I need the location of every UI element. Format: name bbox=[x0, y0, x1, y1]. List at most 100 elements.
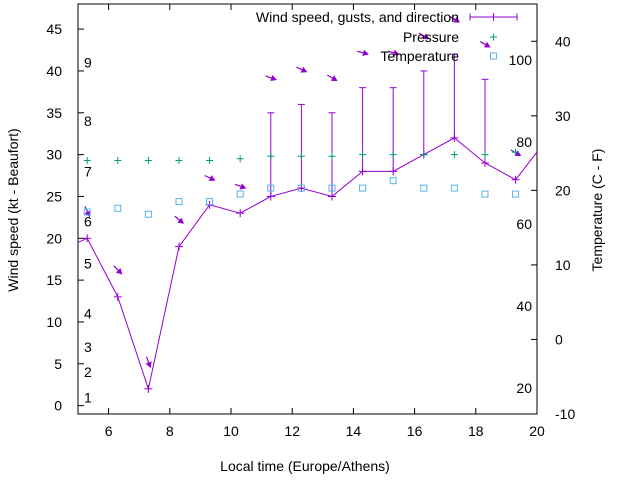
temperature-point bbox=[512, 190, 520, 198]
x-tick-label: 16 bbox=[407, 423, 423, 439]
x-tick-label: 8 bbox=[166, 423, 174, 439]
wind-point bbox=[236, 209, 245, 218]
legend: Wind speed, gusts, and direction Pressure… bbox=[256, 9, 518, 64]
temperature-point bbox=[175, 198, 183, 206]
beaufort-labels: 1 2 3 4 5 6 7 8 9 20 40 60 80 100 bbox=[84, 52, 532, 405]
pressure-point bbox=[175, 156, 183, 164]
beaufort-label: 7 bbox=[84, 163, 92, 179]
temperature-point bbox=[328, 184, 336, 192]
beaufort-label: 9 bbox=[84, 55, 92, 71]
wind-direction-arrowhead bbox=[330, 75, 338, 82]
y-tick-label-right: 30 bbox=[555, 108, 571, 124]
wind-direction-arrowhead bbox=[422, 33, 430, 40]
x-tick-label: 12 bbox=[284, 423, 300, 439]
wind-direction-arrowhead bbox=[453, 16, 461, 23]
wind-point bbox=[144, 384, 153, 393]
x-tick-label: 6 bbox=[105, 423, 113, 439]
beaufort-label: 8 bbox=[84, 113, 92, 129]
wind-point bbox=[358, 167, 367, 176]
x-axis-label: Local time (Europe/Athens) bbox=[220, 458, 390, 474]
temperature-point bbox=[114, 204, 122, 212]
wind-point bbox=[174, 242, 183, 251]
x-tick-label: 14 bbox=[346, 423, 362, 439]
wind-direction-arrowhead bbox=[177, 217, 184, 224]
fahrenheit-label: 100 bbox=[509, 52, 533, 68]
y-tick-label-left: 35 bbox=[46, 105, 62, 121]
wind-direction-arrowhead bbox=[239, 183, 247, 190]
wind-direction-arrowhead bbox=[145, 361, 152, 369]
wind-point bbox=[511, 175, 520, 184]
plot-frame-group bbox=[77, 3, 538, 415]
temperature-point bbox=[481, 190, 489, 198]
temperature-point bbox=[144, 210, 152, 218]
wind-speed-line bbox=[77, 137, 538, 391]
legend-label: Wind speed, gusts, and direction bbox=[256, 9, 459, 25]
temperature-point bbox=[236, 190, 244, 198]
temperature-point bbox=[389, 177, 397, 185]
beaufort-label: 2 bbox=[84, 364, 92, 380]
legend-wind-marker bbox=[469, 13, 518, 21]
pressure-point bbox=[144, 156, 152, 164]
pressure-point bbox=[512, 148, 520, 156]
y-tick-label-left: 0 bbox=[54, 398, 62, 414]
temperature-point bbox=[83, 208, 91, 216]
wind-direction-arrowhead bbox=[362, 49, 369, 56]
wind-point bbox=[480, 158, 489, 167]
pressure-point bbox=[267, 152, 275, 160]
wind-direction-arrowhead bbox=[483, 41, 491, 48]
beaufort-label: 3 bbox=[84, 339, 92, 355]
wind-point bbox=[83, 234, 92, 243]
temperature-point bbox=[297, 184, 305, 192]
y-tick-label-right: 0 bbox=[555, 331, 563, 347]
pressure-point bbox=[328, 152, 336, 160]
fahrenheit-label: 20 bbox=[516, 380, 532, 396]
legend-label: Temperature bbox=[380, 48, 459, 64]
pressure-point bbox=[206, 156, 214, 164]
pressure-point bbox=[359, 151, 367, 159]
wind-point bbox=[113, 292, 122, 301]
y-tick-label-right: 40 bbox=[555, 33, 571, 49]
x-tick-label: 20 bbox=[529, 423, 545, 439]
y-tick-label-right: 10 bbox=[555, 257, 571, 273]
beaufort-label: 6 bbox=[84, 214, 92, 230]
fahrenheit-label: 40 bbox=[516, 298, 532, 314]
wind-point bbox=[327, 192, 336, 201]
fahrenheit-label: 60 bbox=[516, 216, 532, 232]
legend-pressure-marker bbox=[490, 33, 497, 41]
temperature-point bbox=[420, 184, 428, 192]
wind-point bbox=[450, 133, 459, 142]
plot-frame bbox=[77, 3, 538, 415]
y-axis-label-right: Temperature (C - F) bbox=[589, 149, 605, 272]
x-tick-label: 18 bbox=[468, 423, 484, 439]
pressure-point bbox=[297, 152, 305, 160]
x-tick-label: 10 bbox=[223, 423, 239, 439]
pressure-point bbox=[389, 151, 397, 159]
wind-direction-arrowhead bbox=[300, 66, 308, 73]
y-tick-label-left: 40 bbox=[46, 63, 62, 79]
y-tick-label-left: 20 bbox=[46, 230, 62, 246]
beaufort-label: 1 bbox=[84, 389, 92, 405]
y-tick-label-left: 30 bbox=[46, 147, 62, 163]
beaufort-label: 4 bbox=[84, 306, 92, 322]
legend-label: Pressure bbox=[403, 29, 459, 45]
y-axis-label-left: Wind speed (kt - Beaufort) bbox=[5, 128, 21, 291]
pressure-point bbox=[481, 151, 489, 159]
temperature-point bbox=[450, 184, 458, 192]
beaufort-label: 5 bbox=[84, 255, 92, 271]
fahrenheit-label: 80 bbox=[516, 134, 532, 150]
temperature-point bbox=[206, 198, 214, 206]
wind-point bbox=[266, 192, 275, 201]
temperature-point bbox=[359, 184, 367, 192]
y-tick-label-right: 20 bbox=[555, 182, 571, 198]
pressure-point bbox=[114, 156, 122, 164]
wind-direction-arrowhead bbox=[115, 267, 123, 275]
y-tick-label-right: -10 bbox=[555, 406, 575, 422]
y-tick-label-left: 45 bbox=[46, 21, 62, 37]
y-tick-label-left: 25 bbox=[46, 188, 62, 204]
wind-direction-arrowhead bbox=[392, 49, 400, 56]
wind-direction-arrowhead bbox=[514, 150, 522, 156]
temperature-point bbox=[267, 184, 275, 192]
y-tick-label-left: 5 bbox=[54, 356, 62, 372]
y-tick-label-left: 15 bbox=[46, 272, 62, 288]
